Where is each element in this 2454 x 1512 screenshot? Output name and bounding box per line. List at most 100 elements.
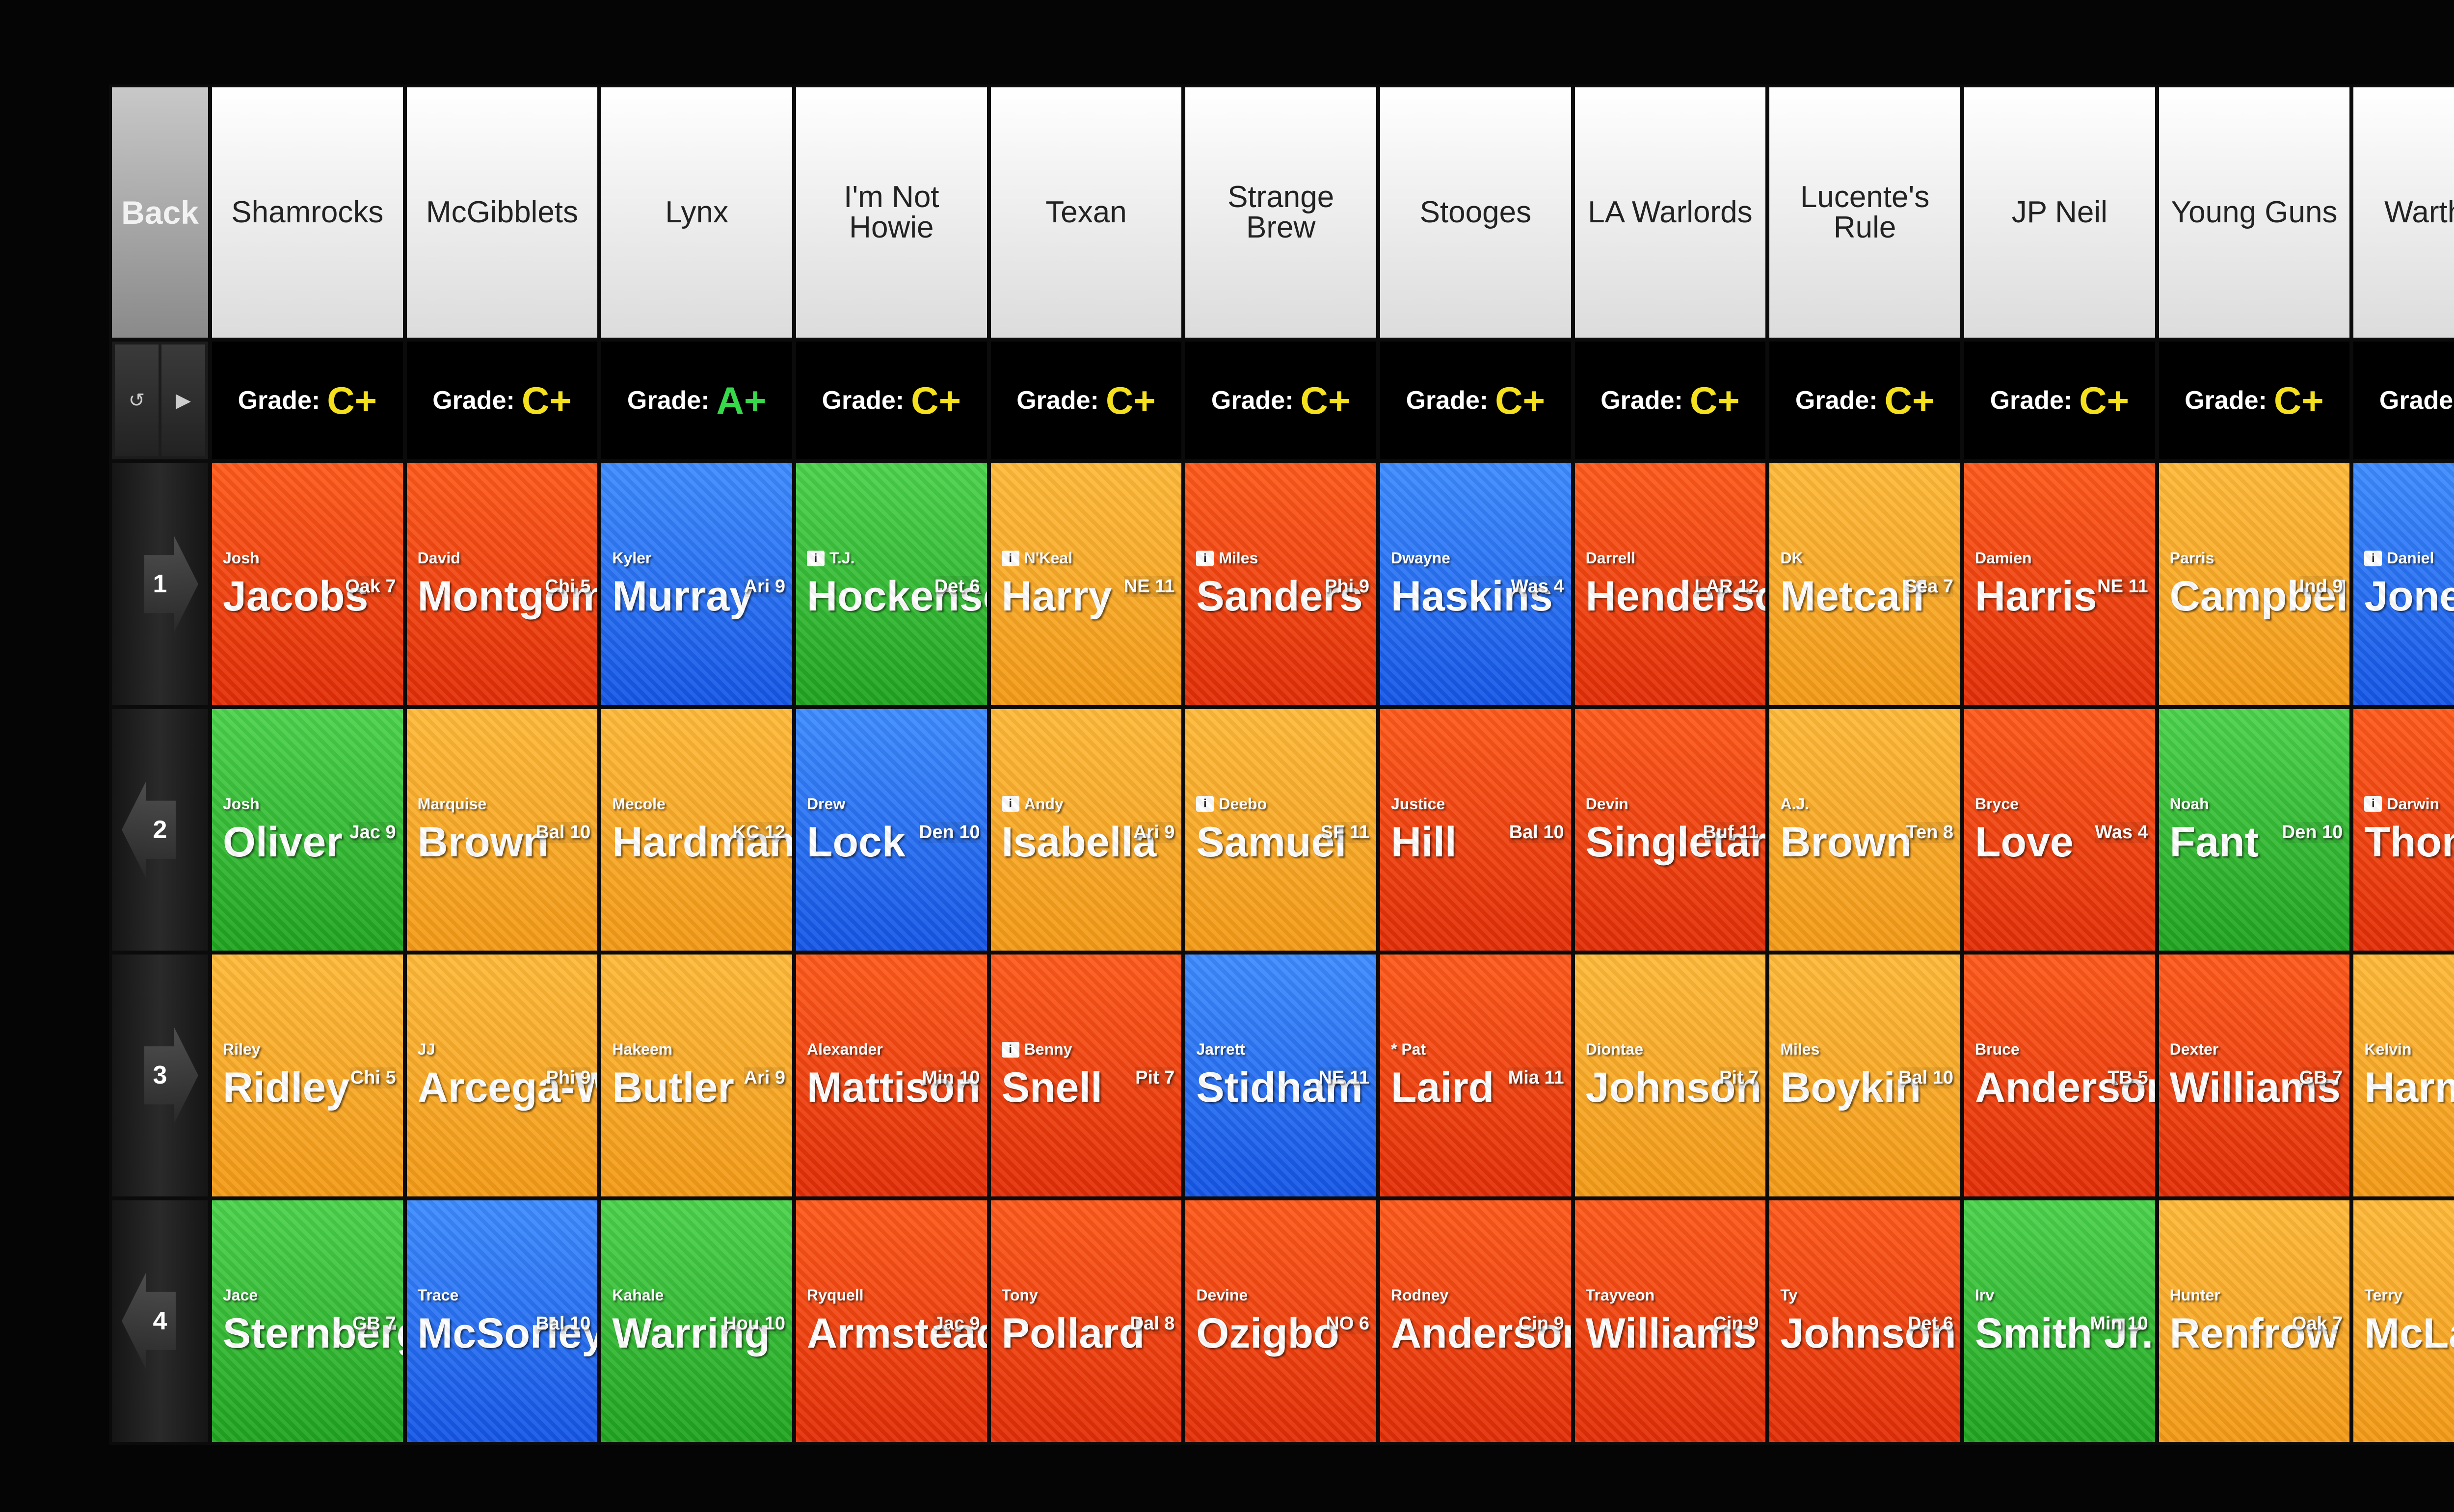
pick-cell[interactable]: iDanielJonesNYG 9: [2353, 463, 2454, 705]
team-header: Young Guns: [2159, 87, 2350, 338]
grade-cell: Grade:C+: [406, 342, 598, 459]
pick-cell[interactable]: Bryce Love Was 4: [1964, 709, 2155, 951]
pick-cell[interactable]: KelvinHarmonWas 4: [2353, 955, 2454, 1196]
pick-cell[interactable]: Rodney Anderson Cin 9: [1380, 1200, 1571, 1442]
pick-header: * Pat: [1391, 1040, 1426, 1059]
player-nfl-team-bye: NE 11: [1123, 576, 1175, 597]
pick-cell[interactable]: David MontgomeryChi 5: [406, 463, 598, 705]
player-nfl-team-bye: Ten 8: [1906, 822, 1953, 843]
grade-label: Grade:: [1990, 386, 2073, 415]
pick-cell[interactable]: Justice Hill Bal 10: [1380, 709, 1571, 951]
pick-header: Drew: [807, 795, 845, 813]
player-first-name: * Pat: [1390, 1040, 1426, 1058]
pick-cell[interactable]: Diontae Johnson Pit 7: [1574, 955, 1766, 1196]
pick-cell[interactable]: i Miles Sanders Phi 9: [1185, 463, 1376, 705]
pick-cell[interactable]: Irv Smith Jr. Min 10: [1964, 1200, 2155, 1442]
pick-cell[interactable]: Trayveon Williams Cin 9: [1574, 1200, 1766, 1442]
player-nfl-team-bye: Bal 10: [535, 822, 591, 843]
grade-label: Grade:: [1211, 386, 1294, 415]
pick-cell[interactable]: Hunter Renfrow Oak 7: [2159, 1200, 2350, 1442]
player-first-name: Hakeem: [612, 1040, 673, 1058]
pick-cell[interactable]: Jace SternbergerGB 7: [212, 1200, 403, 1442]
pick-cell[interactable]: Darrell HendersonLAR 12: [1574, 463, 1766, 705]
grade-cell: Grade:C+: [1185, 342, 1376, 459]
pick-header: DK: [1780, 549, 1803, 567]
pick-cell[interactable]: i Deebo Samuel SF 11: [1185, 709, 1376, 951]
pick-cell[interactable]: i N'Keal Harry NE 11: [990, 463, 1182, 705]
player-nfl-team-bye: Pit 7: [1135, 1067, 1175, 1088]
play-icon[interactable]: ▶: [161, 345, 205, 456]
pick-header: Josh: [223, 549, 260, 567]
player-nfl-team-bye: NE 11: [1318, 1067, 1369, 1088]
pick-cell[interactable]: Devin SingletaryBuf 11: [1574, 709, 1766, 951]
grade-cell: Grade:C+: [2159, 342, 2350, 459]
pick-cell[interactable]: Josh Jacobs Oak 7: [212, 463, 403, 705]
pick-cell[interactable]: Dexter Williams GB 7: [2159, 955, 2350, 1196]
info-icon[interactable]: i: [1001, 796, 1019, 812]
info-icon[interactable]: i: [2364, 550, 2382, 566]
pick-cell[interactable]: A.J. Brown Ten 8: [1769, 709, 1960, 951]
player-nfl-team-bye: Phi 9: [1325, 576, 1369, 597]
player-nfl-team-bye: Ari 9: [744, 576, 785, 597]
pick-cell[interactable]: iDarwinThompsonKC 12: [2353, 709, 2454, 951]
player-first-name: Terry: [2364, 1286, 2402, 1304]
pick-header: i N'Keal: [1001, 549, 1072, 567]
pick-cell[interactable]: Riley Ridley Chi 5: [212, 955, 403, 1196]
player-last-name: McLaurin: [2364, 1309, 2454, 1357]
info-icon[interactable]: i: [2364, 796, 2382, 812]
player-nfl-team-bye: Bal 10: [535, 1313, 591, 1334]
player-last-name: Warring: [612, 1309, 771, 1357]
pick-cell[interactable]: Miles Boykin Bal 10: [1769, 955, 1960, 1196]
pick-cell[interactable]: Parris Campbell Ind 9: [2159, 463, 2350, 705]
draft-board: Back Shamrocks McGibblets Lynx I'm Not H…: [109, 84, 2454, 1445]
pick-cell[interactable]: Kahale Warring Hou 10: [601, 1200, 792, 1442]
undo-icon[interactable]: ↺: [115, 345, 159, 456]
info-icon[interactable]: i: [1001, 1041, 1019, 1058]
pick-cell[interactable]: Kyler Murray Ari 9: [601, 463, 792, 705]
player-first-name: Bruce: [1974, 1040, 2020, 1058]
pick-cell[interactable]: Drew Lock Den 10: [796, 709, 987, 951]
pick-cell[interactable]: Devine Ozigbo NO 6: [1185, 1200, 1376, 1442]
pick-header: i Daniel: [2364, 549, 2434, 567]
pick-cell[interactable]: iT.J. HockensonDet 6: [796, 463, 987, 705]
pick-cell[interactable]: Trace McSorley Bal 10: [406, 1200, 598, 1442]
pick-cell[interactable]: Ryquell Armstead Jac 9: [796, 1200, 987, 1442]
pick-cell[interactable]: Josh Oliver Jac 9: [212, 709, 403, 951]
grade-cell: Grade:C+: [1769, 342, 1960, 459]
pick-cell[interactable]: * Pat Laird Mia 11: [1380, 955, 1571, 1196]
player-first-name: Daniel: [2387, 549, 2434, 567]
pick-cell[interactable]: Damien Harris NE 11: [1964, 463, 2155, 705]
player-last-name: Sanders: [1196, 573, 1363, 620]
pick-cell[interactable]: Tony Pollard Dal 8: [990, 1200, 1182, 1442]
pick-cell[interactable]: Hakeem Butler Ari 9: [601, 955, 792, 1196]
pick-cell[interactable]: Ty Johnson Det 6: [1769, 1200, 1960, 1442]
grade-value: C+: [2079, 378, 2130, 422]
back-button[interactable]: Back: [112, 87, 208, 338]
pick-cell[interactable]: DK Metcalf Sea 7: [1769, 463, 1960, 705]
pick-cell[interactable]: Marquise Brown Bal 10: [406, 709, 598, 951]
pick-cell[interactable]: i Andy Isabella Ari 9: [990, 709, 1182, 951]
pick-cell[interactable]: Alexander Mattison Min 10: [796, 955, 987, 1196]
info-icon[interactable]: i: [806, 550, 825, 566]
info-icon[interactable]: i: [1001, 550, 1019, 566]
pick-cell[interactable]: i Benny Snell Pit 7: [990, 955, 1182, 1196]
pick-cell[interactable]: JJ Arcega-WhitesidePhi 9: [406, 955, 598, 1196]
pick-header: Devin: [1586, 795, 1628, 813]
pick-cell[interactable]: TerryMcLaurinWas 4: [2353, 1200, 2454, 1442]
pick-header: Parris: [2170, 549, 2214, 567]
pick-header: Irv: [1975, 1286, 1994, 1304]
pick-cell[interactable]: Bruce Anderson TB 5: [1964, 955, 2155, 1196]
player-first-name: Parris: [2169, 549, 2214, 567]
grade-value: C+: [1884, 378, 1935, 422]
pick-cell[interactable]: Jarrett Stidham NE 11: [1185, 955, 1376, 1196]
info-icon[interactable]: i: [1196, 550, 1214, 566]
pick-cell[interactable]: Dwayne Haskins Was 4: [1380, 463, 1571, 705]
team-header: Shamrocks: [212, 87, 403, 338]
player-last-name: Pollard: [1001, 1309, 1145, 1357]
pick-cell[interactable]: Mecole Hardman KC 12: [601, 709, 792, 951]
player-last-name: Sternberger: [223, 1309, 403, 1357]
info-icon[interactable]: i: [1196, 796, 1214, 812]
pick-cell[interactable]: Noah Fant Den 10: [2159, 709, 2350, 951]
grade-label: Grade:: [627, 386, 710, 415]
player-first-name: Irv: [1974, 1286, 1995, 1304]
